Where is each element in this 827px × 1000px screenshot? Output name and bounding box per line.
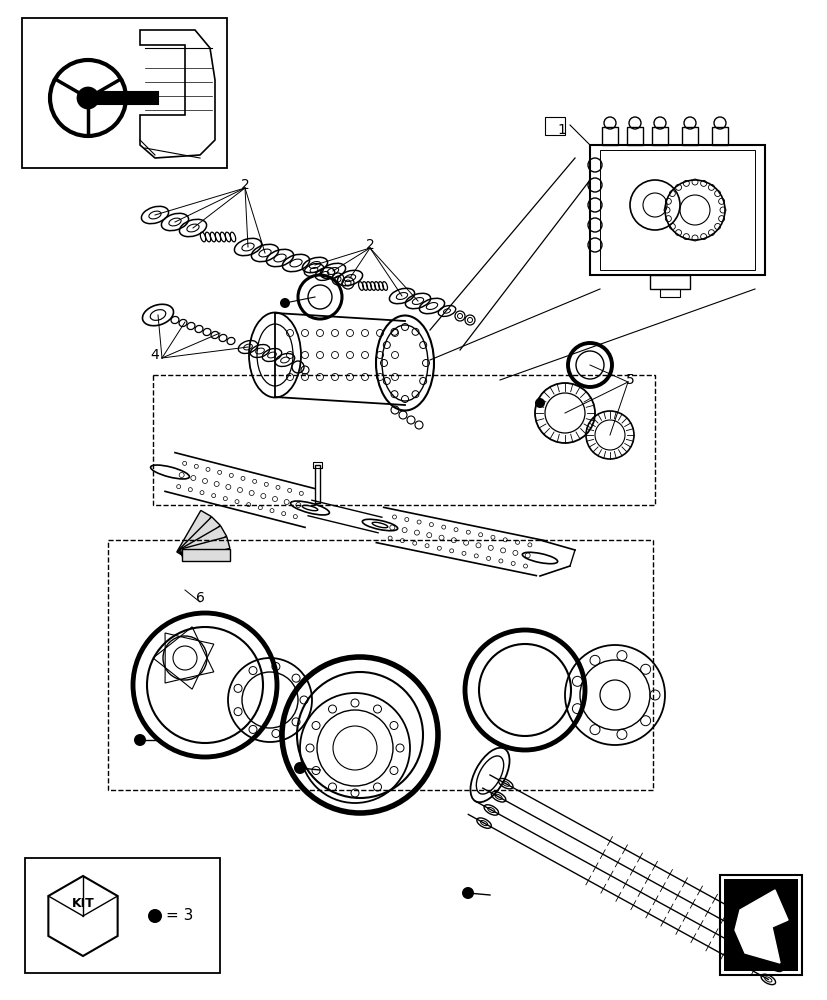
Polygon shape [180, 537, 230, 561]
Polygon shape [734, 890, 787, 963]
Bar [659, 289, 679, 297]
Polygon shape [177, 510, 211, 558]
Bar [108, 540, 653, 790]
Circle shape [280, 298, 289, 308]
Text: 5: 5 [625, 373, 633, 387]
Bar [723, 879, 797, 971]
Polygon shape [179, 526, 227, 560]
Circle shape [534, 398, 544, 408]
Bar [313, 462, 322, 468]
Text: 6: 6 [195, 591, 204, 605]
Text: 4: 4 [151, 348, 159, 362]
Bar [711, 127, 727, 145]
Bar [544, 117, 564, 135]
Circle shape [78, 88, 98, 108]
Bar [22, 18, 227, 168]
Text: 2: 2 [241, 178, 249, 192]
Circle shape [461, 887, 473, 899]
Polygon shape [178, 517, 220, 559]
Text: = 3: = 3 [166, 908, 194, 923]
Text: KIT: KIT [72, 897, 94, 910]
Bar [25, 858, 220, 973]
Bar [601, 127, 617, 145]
Text: 1: 1 [557, 123, 566, 137]
Bar [314, 465, 319, 503]
Bar [590, 145, 764, 275]
Bar [651, 127, 667, 145]
Polygon shape [182, 549, 230, 561]
Bar [719, 875, 801, 975]
Bar [626, 127, 643, 145]
Bar [98, 92, 158, 104]
Text: 2: 2 [366, 238, 374, 252]
Circle shape [294, 762, 306, 774]
Circle shape [148, 909, 162, 923]
Circle shape [134, 734, 146, 746]
Bar [649, 275, 689, 289]
Bar [681, 127, 697, 145]
Bar [600, 150, 754, 270]
Bar [153, 375, 654, 505]
